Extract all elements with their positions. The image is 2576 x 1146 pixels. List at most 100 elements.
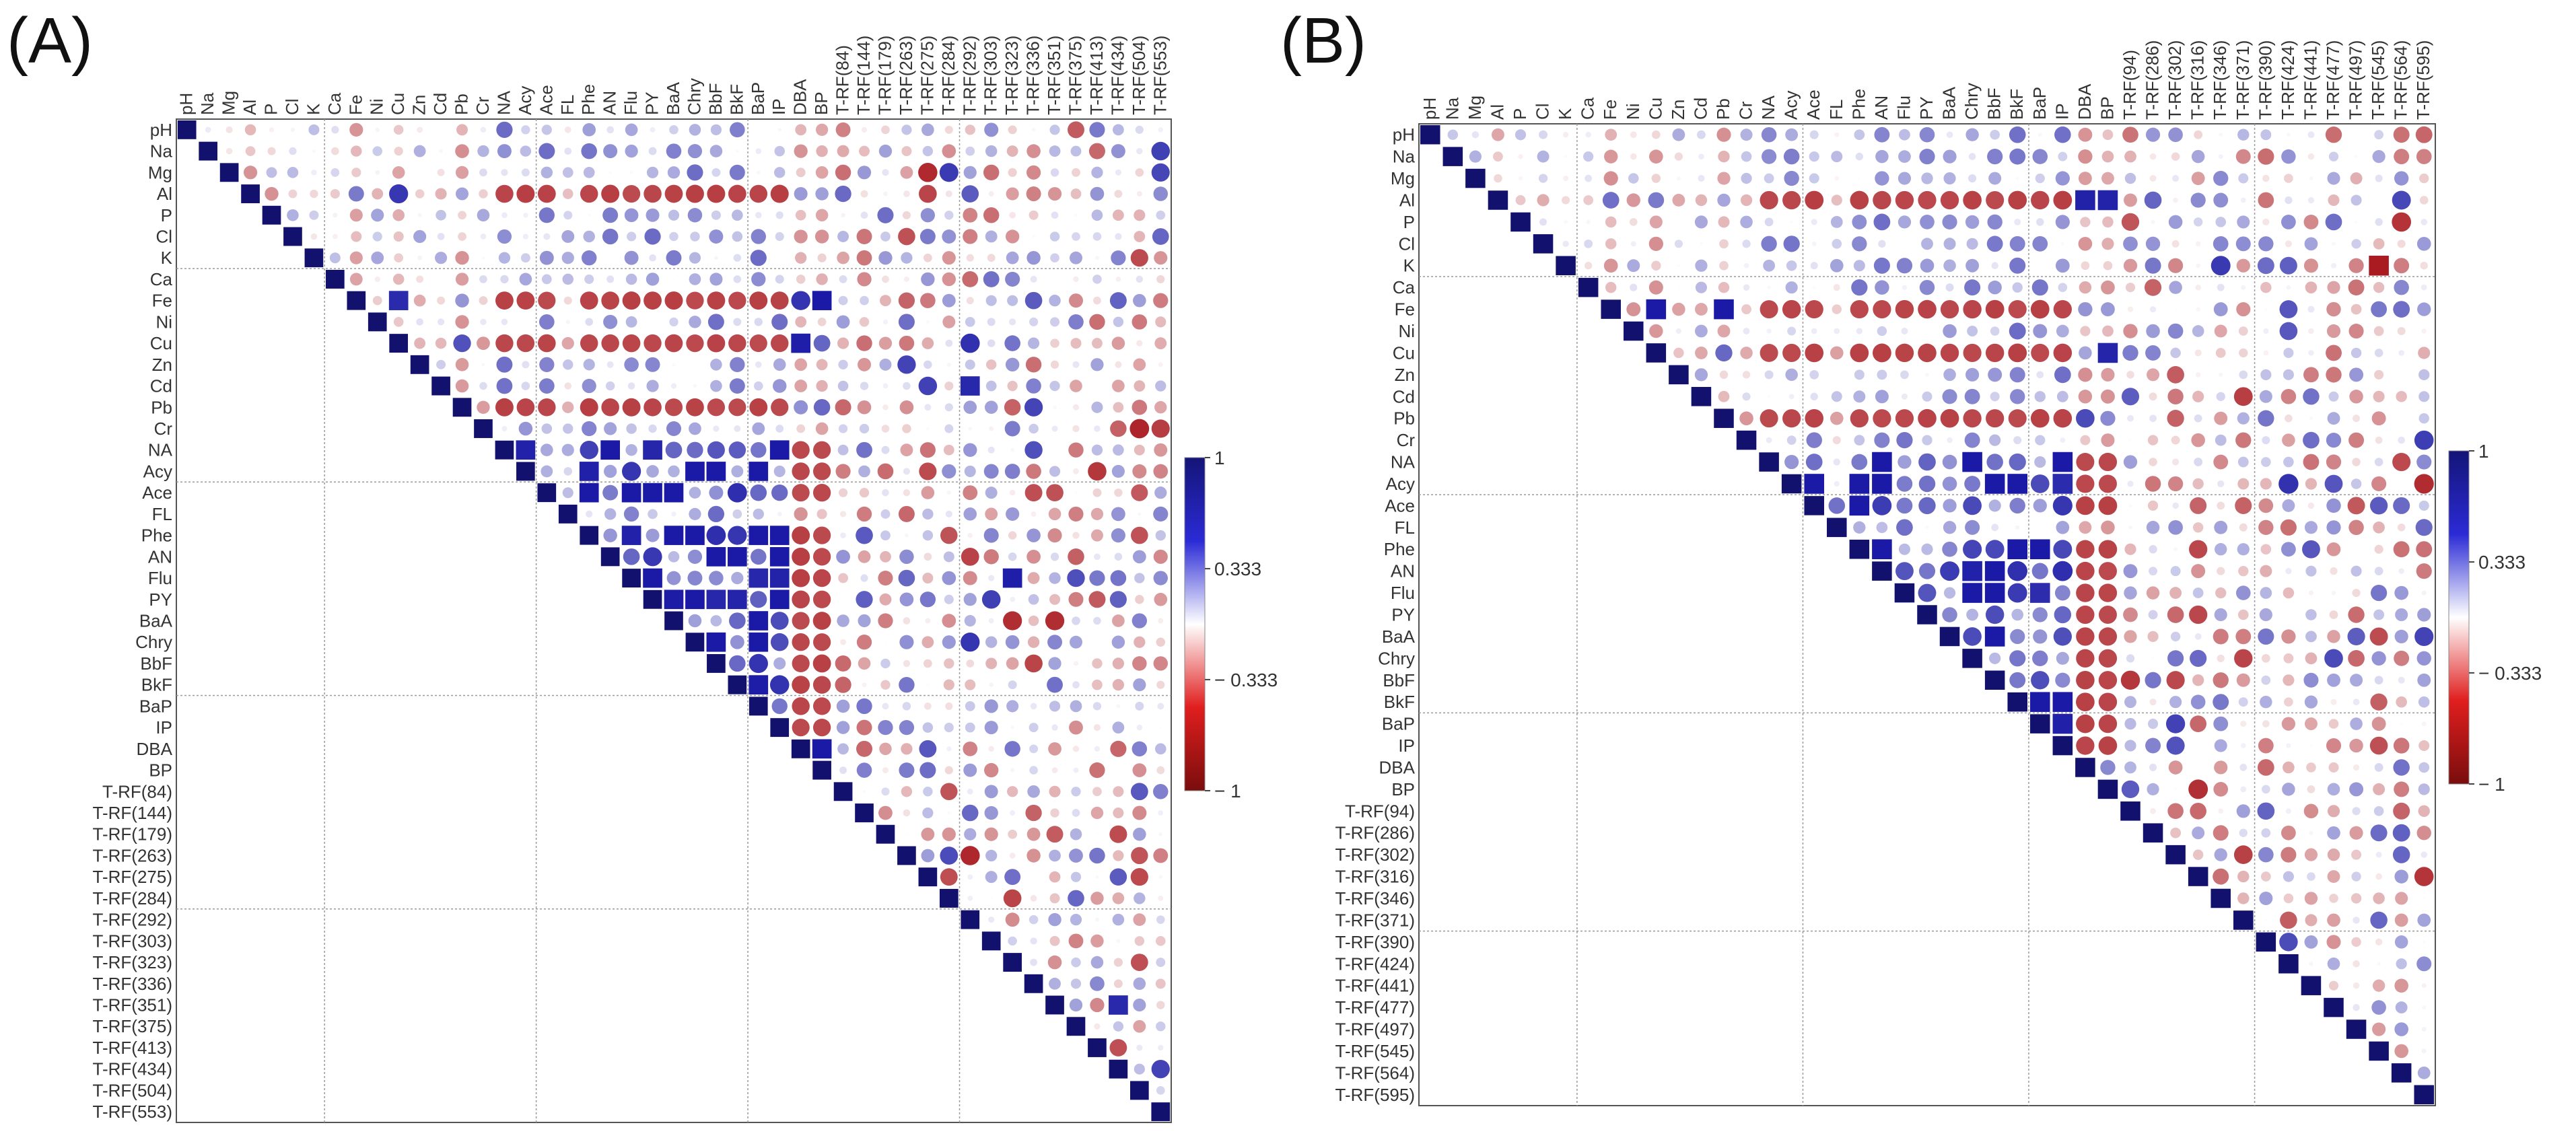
panel-b-cell-mark [1918, 299, 1937, 319]
panel-a-cell-mark [1136, 724, 1143, 731]
panel-b-row-label: NA [1391, 452, 1416, 472]
panel-b-diag-cell [2143, 823, 2163, 843]
panel-a-cell-mark [1136, 1044, 1143, 1051]
panel-b-cell-mark [2216, 392, 2225, 401]
panel-b-cell-mark [2053, 627, 2072, 646]
panel-b-cell-mark [2348, 650, 2365, 667]
panel-a-cell-mark [621, 526, 641, 545]
panel-a-cell-mark [835, 399, 851, 416]
panel-a-cell-mark [841, 213, 845, 218]
panel-a-cell-mark [1029, 723, 1039, 733]
panel-a-cell-mark [924, 552, 932, 561]
panel-b-cell-mark [2217, 480, 2225, 488]
panel-a-cell-mark [967, 895, 973, 901]
panel-a-cell-mark [1073, 276, 1079, 283]
panel-b-col-label: Zn [1668, 100, 1688, 120]
panel-b-cell-mark [1831, 151, 1843, 163]
panel-b-cell-mark [2101, 302, 2115, 316]
panel-b-cell-mark [1872, 539, 1892, 560]
panel-a-cell-mark [603, 144, 618, 159]
panel-a-cell-mark [456, 124, 468, 136]
panel-b-cell-mark [2394, 869, 2408, 884]
panel-a-cell-mark [815, 422, 829, 435]
panel-a-cell-mark [417, 255, 423, 260]
panel-a-cell-mark [987, 318, 996, 326]
panel-a-cell-mark [539, 357, 555, 372]
panel-a-cell-mark [773, 358, 786, 371]
panel-b-cell-mark [2349, 367, 2364, 382]
panel-a-cell-mark [1135, 168, 1144, 177]
panel-a-cell-mark [604, 422, 617, 435]
panel-a-cell-mark [984, 827, 998, 841]
panel-b-cell-mark [2098, 649, 2118, 668]
panel-b-cell-mark [1805, 454, 1823, 470]
panel-a-cell-mark [731, 571, 744, 585]
panel-b-col-label: K [1555, 108, 1575, 120]
panel-a-cell-mark [858, 357, 872, 371]
panel-b-diag-cell [2278, 954, 2299, 974]
panel-b-cell-mark [1583, 151, 1594, 162]
panel-a-cell-mark [904, 533, 909, 538]
panel-a-cell-mark [1033, 875, 1035, 878]
panel-a-cell-mark [685, 589, 705, 610]
panel-b-cell-mark [1790, 220, 1793, 224]
panel-a-cell-mark [601, 334, 619, 353]
panel-b-cell-mark [2123, 455, 2138, 469]
panel-a-cell-mark [921, 337, 934, 349]
panel-a-cell-mark [667, 166, 681, 179]
panel-a-cell-mark [1091, 401, 1103, 413]
panel-a-cell-mark [921, 123, 934, 137]
panel-b-cell-mark [2124, 543, 2136, 555]
panel-a-cell-mark [687, 208, 703, 223]
panel-b-cell-mark [1784, 170, 1799, 186]
panel-b-diag-cell [1556, 256, 1576, 276]
panel-b-cell-mark [1694, 368, 1708, 382]
panel-b-cell-mark [1856, 328, 1863, 334]
panel-a-cell-mark [963, 443, 977, 457]
panel-a-cell-mark [1068, 314, 1084, 330]
panel-a-cell-mark [581, 250, 597, 266]
panel-b-col-label: T-RF(316) [2188, 40, 2208, 120]
panel-a-cell-mark [666, 571, 681, 585]
panel-a-cell-mark [689, 422, 701, 435]
panel-a-diag-cell [833, 782, 853, 801]
panel-a-cell-mark [1068, 890, 1084, 907]
panel-a-cell-mark [837, 444, 849, 456]
panel-b-cell-mark [2148, 610, 2158, 620]
panel-b-cell-mark [2076, 540, 2095, 559]
panel-b-cell-mark [2098, 540, 2118, 559]
panel-b-cell-mark [2172, 175, 2180, 182]
panel-b-cell-mark [2031, 279, 2048, 296]
panel-a-row-label: T-RF(351) [93, 995, 172, 1015]
panel-a-cell-mark [1136, 147, 1143, 155]
panel-b-cell-mark [1902, 285, 1908, 290]
panel-b-col-label: T-RF(424) [2278, 40, 2298, 120]
panel-a-cell-mark [1090, 358, 1104, 371]
panel-a-cell-mark [644, 228, 661, 245]
panel-a-cell-mark [626, 423, 637, 434]
panel-a-cell-mark [538, 378, 555, 394]
panel-a-cell-mark [523, 212, 528, 218]
panel-a-cell-mark [963, 207, 978, 223]
panel-a-colorbar-tick-label: 1 [1214, 447, 1225, 468]
panel-a-cell-mark [1135, 701, 1144, 711]
panel-a-cell-mark [1129, 419, 1150, 439]
panel-a-cell-mark [563, 211, 573, 220]
panel-a-cell-mark [1026, 849, 1041, 863]
panel-a-cell-mark [878, 613, 893, 629]
panel-b-cell-mark [2327, 783, 2340, 796]
panel-b-cell-mark [2055, 171, 2070, 186]
panel-b-cell-mark [2306, 762, 2316, 773]
panel-b-cell-mark [2396, 391, 2407, 402]
panel-a-cell-mark [351, 168, 361, 178]
panel-b-cell-mark [2396, 958, 2407, 970]
panel-a-cell-mark [625, 443, 637, 456]
panel-b-cell-mark [2283, 893, 2294, 904]
panel-a-cell-mark [918, 376, 938, 396]
panel-b-cell-mark [2349, 390, 2363, 404]
panel-a-cell-mark [983, 164, 1000, 181]
panel-a-cell-mark [1156, 210, 1166, 220]
panel-b-cell-mark [2398, 676, 2405, 684]
panel-a-cell-mark [943, 551, 954, 563]
panel-b-cell-mark [2257, 257, 2274, 275]
